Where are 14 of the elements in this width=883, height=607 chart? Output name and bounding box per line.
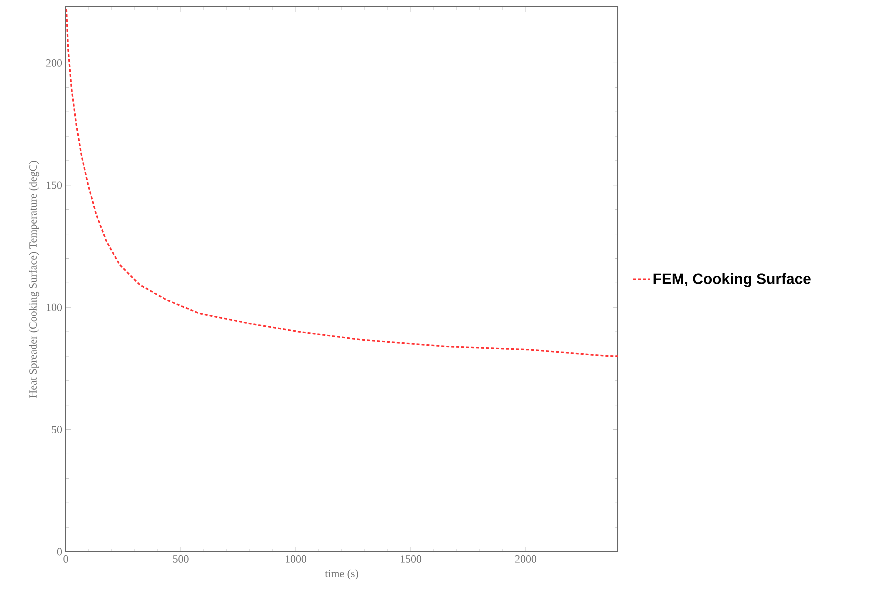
x-axis-title: time (s) xyxy=(325,570,358,580)
y-tick-label: 50 xyxy=(52,426,62,434)
x-tick-label: 0 xyxy=(64,556,68,563)
y-tick-label: 100 xyxy=(47,304,62,312)
x-tick-label: 2000 xyxy=(516,556,537,563)
y-tick-label: 0 xyxy=(57,548,62,556)
y-tick-label: 150 xyxy=(47,182,62,190)
line-series xyxy=(66,8,619,358)
x-tick-label: 500 xyxy=(173,556,189,563)
x-tick-label: 1000 xyxy=(286,556,307,563)
y-tick-label: 200 xyxy=(46,60,62,67)
y-axis-title: Heat Spreader (Cooking Surface) Temperature (degC) xyxy=(29,161,40,398)
legend-label: FEM, Cooking Surface xyxy=(654,273,811,288)
x-tick-label: 1500 xyxy=(401,556,422,563)
